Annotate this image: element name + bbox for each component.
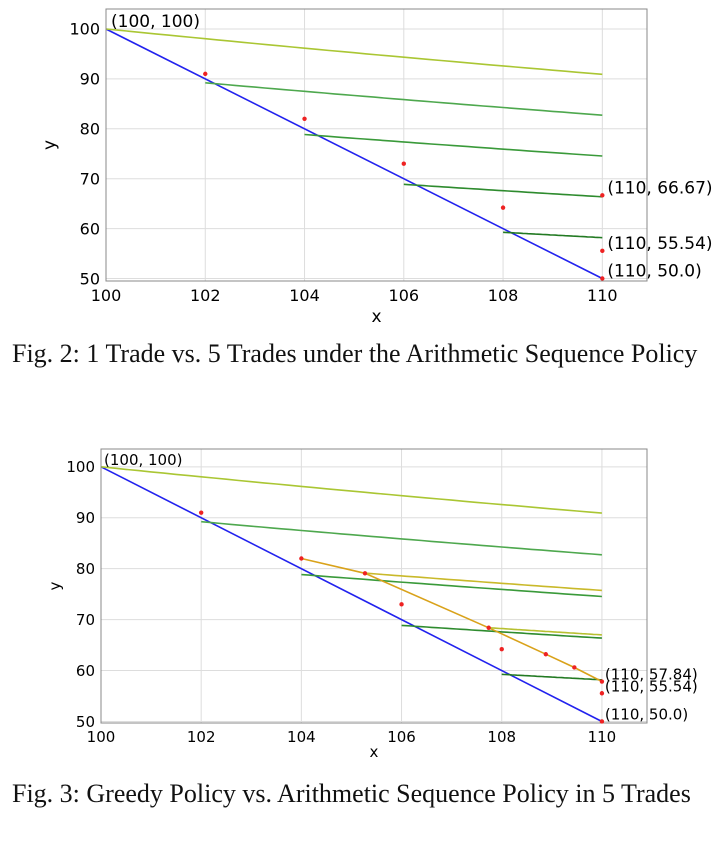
series-line — [304, 133, 603, 157]
x-tick-label: 104 — [289, 286, 320, 305]
series-line — [488, 626, 602, 636]
data-marker — [299, 556, 304, 561]
figure-3-caption: Fig. 3: Greedy Policy vs. Arithmetic Seq… — [12, 779, 691, 808]
data-marker — [599, 691, 605, 696]
series-line — [364, 572, 602, 592]
series-line — [205, 82, 603, 116]
series-line — [401, 624, 602, 639]
x-tick-label: 108 — [487, 728, 516, 746]
x-tick-label: 108 — [488, 286, 519, 305]
series-line — [301, 557, 603, 683]
y-tick-label: 80 — [76, 560, 95, 578]
data-marker — [399, 602, 404, 607]
y-tick-label: 100 — [66, 458, 95, 476]
point-annotation: (110, 55.54) — [605, 677, 698, 695]
data-marker — [600, 248, 605, 254]
x-tick-label: 100 — [91, 286, 122, 305]
y-tick-label: 70 — [80, 169, 100, 188]
point-annotation: (110, 50.0) — [605, 705, 688, 723]
data-marker — [543, 652, 549, 657]
data-marker — [401, 161, 406, 166]
x-axis-label: x — [371, 307, 381, 327]
point-annotation: (110, 55.54) — [607, 234, 712, 254]
y-axis-label: y — [40, 140, 60, 150]
x-tick-label: 106 — [387, 728, 416, 746]
point-annotation: (110, 50.0) — [607, 262, 701, 282]
data-marker — [572, 665, 577, 670]
y-tick-label: 60 — [80, 219, 100, 238]
series-line — [100, 466, 603, 723]
y-tick-label: 100 — [69, 20, 100, 39]
series-line — [501, 673, 602, 681]
x-tick-label: 106 — [389, 286, 420, 305]
data-marker — [499, 646, 504, 652]
data-marker — [302, 116, 307, 121]
y-tick-label: 60 — [76, 662, 95, 680]
x-tick-label: 104 — [287, 728, 316, 746]
point-annotation: (110, 57.84) — [605, 666, 698, 684]
series-line — [105, 28, 603, 76]
series-line — [301, 573, 602, 598]
data-marker — [203, 71, 208, 77]
x-tick-label: 100 — [87, 728, 116, 746]
data-marker — [599, 719, 605, 724]
y-tick-label: 90 — [76, 509, 95, 527]
y-tick-label: 50 — [76, 713, 95, 731]
data-marker — [486, 625, 491, 630]
series-line — [100, 466, 602, 514]
y-axis-label: y — [46, 581, 64, 590]
plot-frame — [105, 8, 648, 282]
point-annotation: (110, 66.67) — [607, 178, 712, 198]
figure-2-caption: Fig. 2: 1 Trade vs. 5 Trades under the A… — [12, 339, 698, 368]
y-tick-label: 80 — [80, 120, 100, 139]
series-line — [201, 520, 602, 556]
y-tick-label: 70 — [76, 611, 95, 629]
series-line — [105, 28, 603, 280]
x-tick-label: 102 — [190, 286, 221, 305]
data-marker — [600, 276, 605, 281]
x-tick-label: 110 — [588, 728, 617, 746]
data-marker — [600, 193, 605, 198]
x-tick-label: 102 — [187, 728, 216, 746]
plot-frame — [100, 448, 648, 724]
series-line — [503, 231, 603, 239]
data-marker — [599, 679, 605, 684]
data-marker — [198, 510, 204, 515]
x-tick-label: 110 — [587, 286, 618, 305]
data-marker — [362, 571, 368, 576]
point-annotation: (100, 100) — [111, 12, 200, 32]
series-line — [403, 183, 603, 198]
data-marker — [500, 205, 506, 210]
figure-2-chart: 100 102 104 106 108 110 50 60 70 80 90 100 x y (100, 1… — [40, 8, 713, 327]
figure-3-chart: 100 102 104 106 108 110 50 60 70 80 90 100 x y (100, 1… — [46, 448, 698, 761]
point-annotation: (100, 100) — [104, 451, 183, 469]
y-tick-label: 50 — [80, 269, 100, 288]
x-axis-label: x — [370, 743, 379, 761]
y-tick-label: 90 — [80, 70, 100, 89]
